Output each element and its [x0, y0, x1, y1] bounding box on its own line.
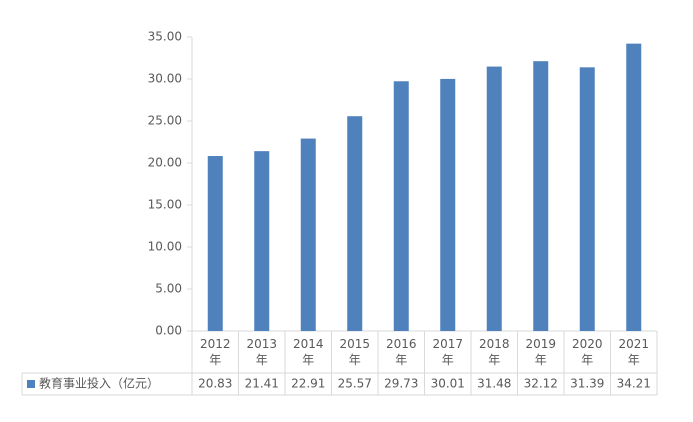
y-tick-label: 0.00	[155, 324, 182, 338]
table-value: 31.48	[477, 377, 511, 391]
x-tick-label: 2020年	[571, 337, 603, 367]
table-value: 29.73	[384, 377, 418, 391]
table-value: 30.01	[431, 377, 465, 391]
y-tick-label: 15.00	[148, 198, 182, 212]
bar	[626, 43, 642, 332]
bar	[300, 138, 316, 331]
x-tick-label: 2013年	[246, 337, 278, 367]
y-tick-label: 30.00	[148, 72, 182, 86]
x-tick-label: 2014年	[292, 337, 324, 367]
y-tick-label: 5.00	[155, 282, 182, 296]
x-tick-label: 2015年	[339, 337, 371, 367]
legend-label: 教育事业投入（亿元）	[39, 376, 159, 391]
y-tick-label: 20.00	[148, 156, 182, 170]
bar	[533, 61, 549, 331]
y-tick-label: 10.00	[148, 240, 182, 254]
x-tick-label: 2018年	[478, 337, 510, 367]
bar	[254, 151, 270, 331]
bar	[393, 81, 409, 331]
legend-key	[27, 380, 35, 388]
bar	[486, 66, 502, 332]
table-value: 25.57	[338, 377, 372, 391]
bar	[579, 67, 595, 331]
table-value: 31.39	[570, 377, 604, 391]
table-value: 21.41	[245, 377, 279, 391]
bar	[440, 78, 456, 331]
table-value: 34.21	[617, 377, 651, 391]
x-tick-label: 2021年	[618, 337, 650, 367]
table-value: 20.83	[198, 377, 232, 391]
y-tick-label: 35.00	[148, 30, 182, 44]
bar	[207, 156, 223, 331]
table-value: 32.12	[524, 377, 558, 391]
x-tick-label: 2017年	[432, 337, 464, 367]
y-tick-label: 25.00	[148, 114, 182, 128]
bar	[347, 116, 363, 331]
x-tick-label: 2016年	[385, 337, 417, 367]
x-tick-label: 2012年	[199, 337, 231, 367]
x-tick-label: 2019年	[525, 337, 557, 367]
table-value: 22.91	[291, 377, 325, 391]
